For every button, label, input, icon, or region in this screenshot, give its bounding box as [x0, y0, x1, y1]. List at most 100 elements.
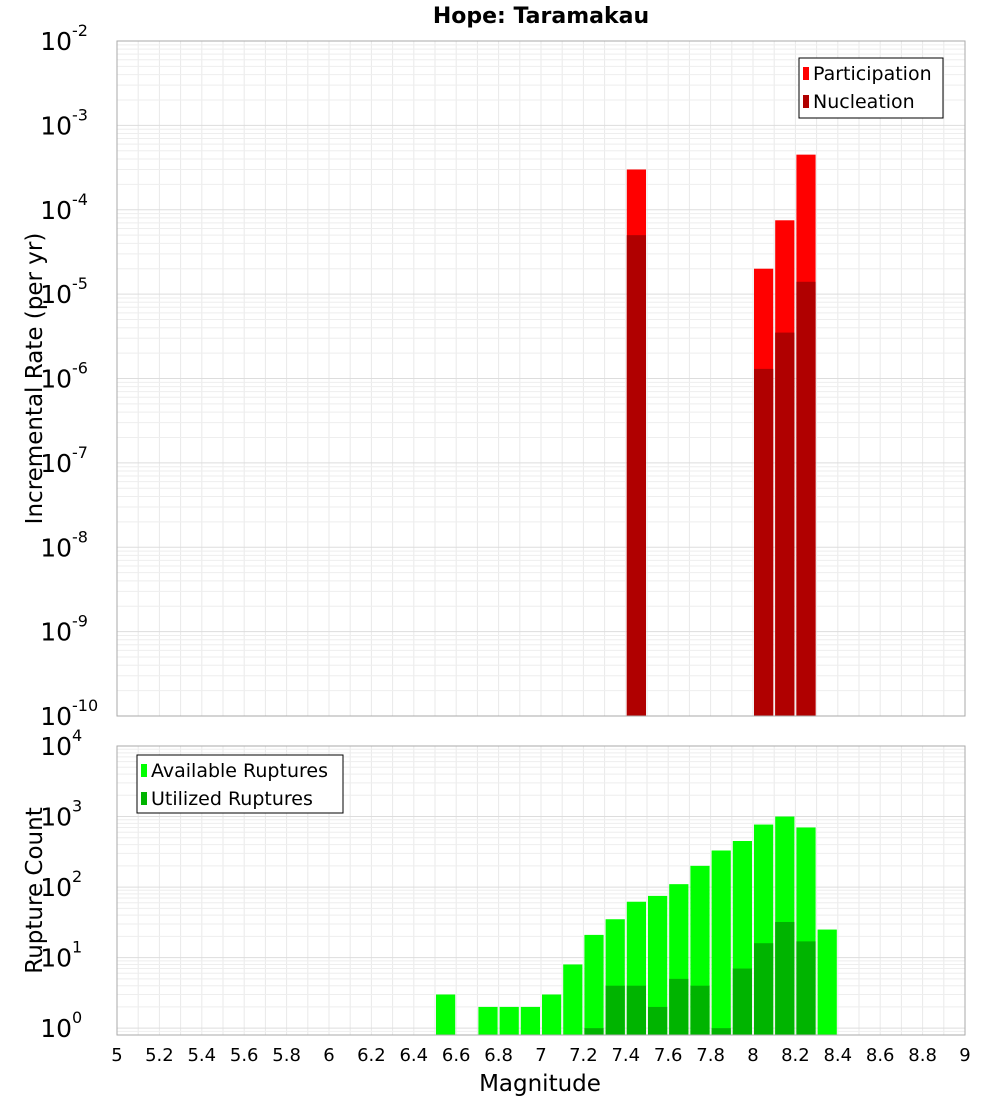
y-tick-label: 10 [40, 944, 72, 973]
bar [669, 978, 689, 1035]
legend-label: Available Ruptures [151, 760, 328, 782]
y-tick-exponent: 0 [72, 1008, 82, 1027]
bar [626, 235, 646, 716]
y-tick-label: 10 [40, 803, 72, 832]
x-tick-label: 7.2 [569, 1045, 598, 1066]
x-tick-label: 5.2 [145, 1045, 174, 1066]
y-tick-label: 10 [40, 111, 72, 140]
x-tick-label: 8.8 [908, 1045, 937, 1066]
bar [711, 1028, 731, 1035]
bar [817, 929, 837, 1035]
y-tick-label: 10 [40, 280, 72, 309]
legend-label: Nucleation [813, 91, 915, 113]
x-tick-label: 5.8 [272, 1045, 301, 1066]
y-tick-label: 10 [40, 365, 72, 394]
y-tick-label: 10 [40, 618, 72, 647]
plot-frame [116, 40, 966, 717]
x-axis-label: Magnitude [479, 1071, 601, 1097]
y-tick-label: 10 [40, 702, 72, 731]
x-tick-label: 7.8 [696, 1045, 725, 1066]
y-tick-exponent: 3 [72, 797, 82, 816]
y-tick-exponent: -10 [72, 696, 98, 715]
bar [626, 985, 646, 1035]
y-tick-label: 10 [40, 27, 72, 56]
legend-swatch [141, 792, 147, 805]
y-tick-label: 10 [40, 196, 72, 225]
y-tick-exponent: 4 [72, 726, 82, 745]
x-tick-label: 5.6 [230, 1045, 259, 1066]
bar [796, 941, 816, 1035]
x-tick-label: 8.4 [823, 1045, 852, 1066]
x-tick-label: 6.4 [399, 1045, 428, 1066]
bar [584, 1028, 604, 1035]
bar [499, 1006, 519, 1035]
bar [520, 1006, 540, 1035]
y-tick-exponent: -7 [72, 443, 88, 462]
bar [775, 921, 795, 1035]
series-utilized-ruptures [584, 921, 816, 1035]
y-tick-exponent: 2 [72, 867, 82, 886]
y-tick-label: 10 [40, 449, 72, 478]
x-tick-label: 8 [747, 1045, 758, 1066]
bar [584, 934, 604, 1035]
y-tick-exponent: -5 [72, 274, 88, 293]
legend-swatch [141, 764, 147, 777]
bar [605, 985, 625, 1035]
bar [711, 850, 731, 1035]
x-tick-label: 6.6 [442, 1045, 471, 1066]
x-tick-label: 6.2 [357, 1045, 386, 1066]
y-tick-exponent: 1 [72, 938, 82, 957]
legend: Available Ruptures Utilized Ruptures [136, 754, 344, 814]
x-tick-label: 8.6 [866, 1045, 895, 1066]
y-tick-exponent: -9 [72, 612, 88, 631]
chart-title: Hope: Taramakau [433, 4, 649, 29]
y-axis-label: Incremental Rate (per yr) [22, 233, 48, 525]
legend-swatch [803, 67, 809, 80]
x-tick-label: 7 [535, 1045, 546, 1066]
bar [775, 332, 795, 716]
x-tick-label: 6 [323, 1045, 334, 1066]
y-tick-label: 10 [40, 533, 72, 562]
legend-label: Utilized Ruptures [151, 788, 313, 810]
y-tick-label: 10 [40, 1014, 72, 1043]
bar [690, 985, 710, 1035]
bar [436, 994, 456, 1035]
x-tick-label: 6.8 [484, 1045, 513, 1066]
x-tick-label: 7.6 [654, 1045, 683, 1066]
bar [648, 895, 668, 1035]
bar [732, 968, 752, 1035]
bar [754, 368, 774, 716]
y-tick-label: 10 [40, 873, 72, 902]
x-tick-label: 5.4 [187, 1045, 216, 1066]
x-tick-labels: 5 5.2 5.4 5.6 5.8 6 6.2 6.4 6.6 6.8 7 7.2 7.4 7.6 7.8 8… [111, 1045, 970, 1066]
bar [648, 1006, 668, 1035]
x-tick-label: 9 [959, 1045, 970, 1066]
x-tick-label: 5 [111, 1045, 122, 1066]
legend-swatch [803, 95, 809, 108]
y-tick-label: 10 [40, 732, 72, 761]
bar [754, 943, 774, 1035]
y-tick-exponent: -8 [72, 527, 88, 546]
legend: Participation Nucleation [798, 57, 944, 119]
legend-label: Participation [813, 63, 932, 85]
grid [116, 40, 966, 717]
y-tick-exponent: -4 [72, 190, 88, 209]
bar [563, 964, 583, 1035]
x-tick-label: 7.4 [611, 1045, 640, 1066]
legend-box [798, 57, 944, 119]
series-nucleation [626, 235, 816, 716]
legend-box [136, 754, 344, 814]
x-tick-label: 8.2 [781, 1045, 810, 1066]
y-tick-exponent: -6 [72, 359, 88, 378]
y-tick-exponent: -3 [72, 105, 88, 124]
y-tick-exponent: -2 [72, 21, 88, 40]
bar [796, 281, 816, 716]
bar [542, 994, 562, 1035]
y-axis-label: Rupture Count [22, 807, 48, 973]
plot-frame [116, 745, 966, 1036]
